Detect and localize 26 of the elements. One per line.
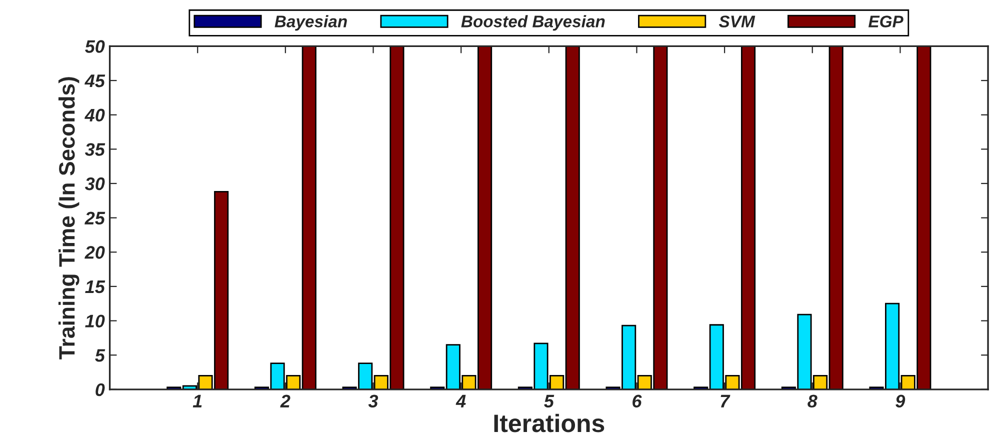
y-tick-label: 0 xyxy=(96,383,105,396)
x-axis-title: Iterations xyxy=(494,414,604,432)
y-axis-title: Training Time (In Seconds) xyxy=(58,77,80,360)
x-tick-label: 6 xyxy=(632,394,642,408)
x-tick-label: 2 xyxy=(280,394,290,408)
x-tick-label: 1 xyxy=(192,394,202,408)
y-tick-label: 25 xyxy=(84,212,106,225)
y-tick-label: 15 xyxy=(85,280,106,294)
y-tick-label: 50 xyxy=(85,40,105,53)
x-tick-label: 8 xyxy=(808,394,818,408)
x-tick-label: 3 xyxy=(368,394,378,408)
x-tick-label: 5 xyxy=(544,394,554,408)
x-tick-label: 7 xyxy=(720,394,730,408)
y-tick-label: 35 xyxy=(84,143,106,156)
legend-label: EGP xyxy=(868,16,904,28)
y-tick-label: 5 xyxy=(95,349,106,362)
y-tick-label: 40 xyxy=(84,108,105,122)
y-tick-label: 30 xyxy=(84,177,105,190)
x-tick-label: 4 xyxy=(456,394,466,408)
legend-label: SVM xyxy=(718,16,756,28)
y-tick-label: 10 xyxy=(85,314,105,328)
x-tick-label: 9 xyxy=(896,394,906,408)
y-tick-label: 20 xyxy=(84,246,105,259)
legend-label: Bayesian xyxy=(274,15,347,31)
y-tick-label: 45 xyxy=(84,74,106,88)
legend-label: Boosted Bayesian xyxy=(461,15,605,31)
